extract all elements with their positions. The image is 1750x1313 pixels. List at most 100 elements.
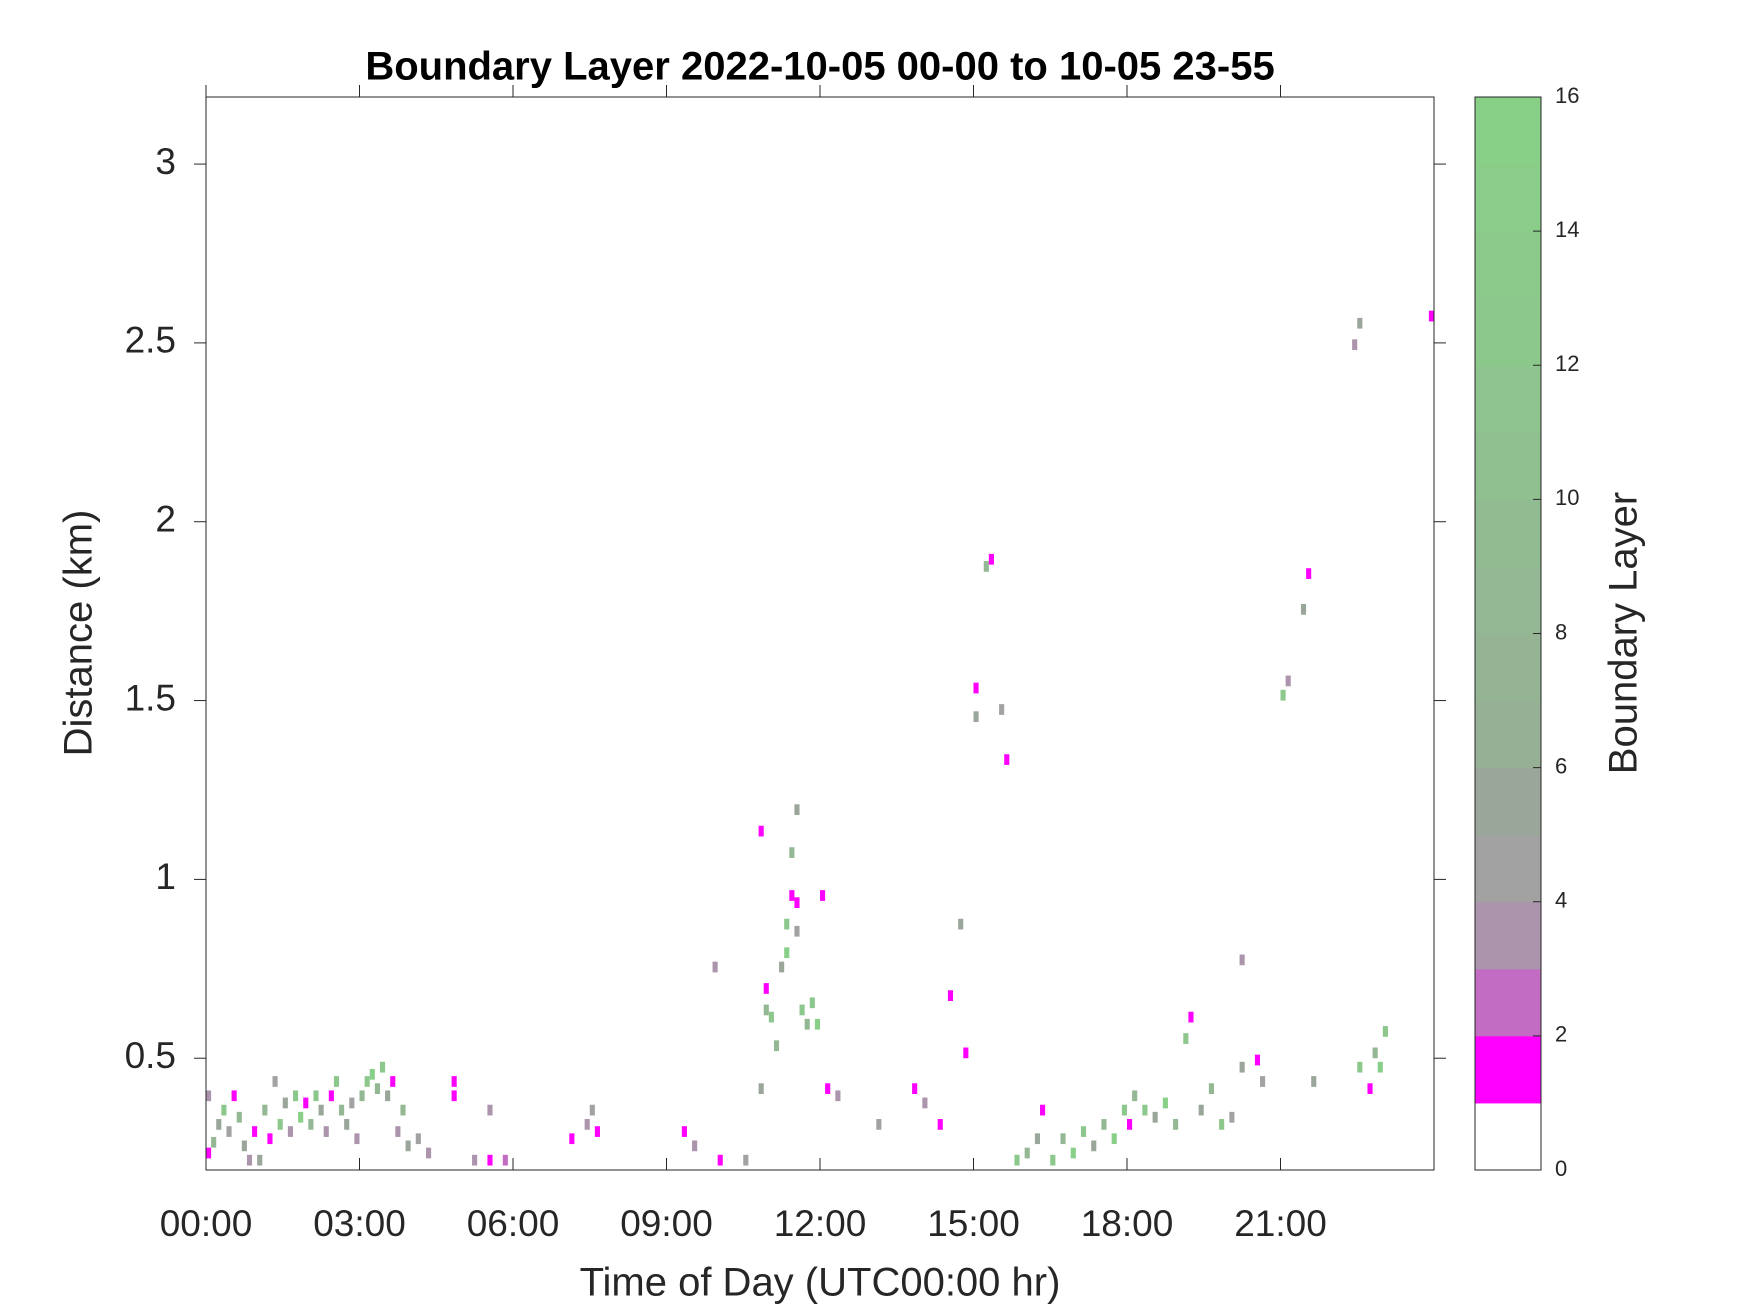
heatmap-cell: [773, 1040, 780, 1052]
chart-title: Boundary Layer 2022-10-05 00-00 to 10-05…: [365, 45, 1274, 89]
heatmap-cell: [1183, 1033, 1189, 1044]
colorbar-segment: [1475, 499, 1541, 567]
heatmap-cell: [231, 1090, 237, 1102]
heatmap-cell: [758, 825, 764, 837]
heatmap-cell: [395, 1126, 401, 1137]
colorbar-segment: [1475, 700, 1541, 769]
heatmap-cell: [313, 1090, 319, 1102]
colorbar-tick-label: 16: [1555, 83, 1579, 108]
heatmap-cell: [451, 1090, 457, 1102]
y-tick-label: 2: [155, 499, 176, 540]
heatmap-cell: [717, 1154, 723, 1166]
heatmap-cell: [349, 1097, 355, 1109]
heatmap-cell: [1162, 1097, 1168, 1109]
heatmap-cell: [287, 1126, 293, 1137]
heatmap-cell: [333, 1076, 340, 1087]
heatmap-cell: [983, 561, 989, 572]
heatmap-cell: [937, 1119, 943, 1130]
heatmap-cell: [344, 1119, 350, 1130]
x-tick-label: 15:00: [927, 1203, 1020, 1244]
colorbar-tick-label: 0: [1555, 1156, 1567, 1181]
heatmap-cell: [973, 711, 979, 723]
heatmap-cell: [1208, 1083, 1214, 1094]
heatmap-cell: [1070, 1147, 1076, 1159]
heatmap-cell: [221, 1104, 227, 1116]
colorbar-segment: [1475, 767, 1541, 836]
y-tick-label: 1: [155, 856, 176, 897]
heatmap-cell: [763, 983, 769, 994]
heatmap-cell: [835, 1090, 841, 1102]
heatmap-cell: [794, 925, 800, 937]
colorbar-tick-label: 14: [1555, 217, 1579, 242]
heatmap-cell: [262, 1104, 268, 1116]
colorbar-tick-label: 2: [1555, 1022, 1567, 1047]
heatmap-cell: [589, 1104, 595, 1116]
heatmap-cell: [211, 1136, 217, 1148]
heatmap-cell: [379, 1061, 386, 1073]
heatmap-cell: [825, 1083, 831, 1094]
heatmap-cell: [323, 1126, 329, 1137]
heatmap-cell: [405, 1140, 411, 1152]
y-axis-label: Distance (km): [57, 510, 101, 757]
heatmap-cell: [758, 1083, 764, 1094]
heatmap-cell: [1357, 317, 1363, 329]
heatmap-cell: [584, 1119, 590, 1130]
heatmap-cell: [1188, 1011, 1194, 1023]
heatmap-cell: [226, 1126, 232, 1137]
heatmap-cell: [328, 1090, 334, 1102]
heatmap-cell: [1014, 1154, 1020, 1166]
heatmap-cell: [1142, 1104, 1148, 1116]
y-tick-label: 2.5: [125, 320, 176, 361]
heatmap-cell: [1229, 1111, 1235, 1123]
heatmap-cell: [206, 1147, 212, 1159]
colorbar-label: Boundary Layer: [1602, 492, 1646, 774]
heatmap-cell: [820, 890, 826, 901]
heatmap-cell: [681, 1126, 687, 1137]
heatmap-cell: [374, 1083, 380, 1094]
heatmap-cell: [487, 1154, 493, 1166]
heatmap-cell: [999, 704, 1005, 715]
heatmap-cell: [451, 1076, 457, 1087]
heatmap-cell: [947, 990, 954, 1002]
heatmap-cell: [246, 1154, 253, 1166]
heatmap-cell: [988, 553, 994, 565]
colorbar-tick-label: 4: [1555, 888, 1567, 913]
heatmap-cell: [1004, 754, 1010, 765]
heatmap-cell: [354, 1133, 360, 1145]
colorbar-segment: [1475, 968, 1541, 1037]
heatmap-cell: [794, 804, 800, 816]
heatmap-cell: [385, 1090, 391, 1102]
heatmap-cell: [1254, 1054, 1261, 1066]
colorbar-tick-label: 10: [1555, 485, 1579, 510]
heatmap-cell: [1034, 1133, 1041, 1145]
colorbar-segment: [1475, 298, 1541, 366]
heatmap-cell: [784, 918, 790, 930]
heatmap-cell: [963, 1047, 969, 1059]
y-tick-label: 3: [155, 141, 176, 182]
heatmap-cell: [1311, 1076, 1317, 1087]
heatmap-cell: [1198, 1104, 1204, 1116]
colorbar-segment: [1475, 365, 1541, 433]
heatmap-cell: [1300, 603, 1307, 615]
heatmap-cell: [1132, 1090, 1138, 1102]
heatmap-cell: [958, 918, 964, 930]
x-tick-label: 09:00: [620, 1203, 713, 1244]
x-axis-label: Time of Day (UTC00:00 hr): [580, 1261, 1061, 1305]
heatmap-cell: [236, 1111, 242, 1123]
heatmap-cell: [1101, 1119, 1107, 1130]
heatmap-cell: [1352, 339, 1358, 351]
heatmap-cell: [426, 1147, 432, 1159]
heatmap-cell: [799, 1004, 805, 1016]
heatmap-cell: [415, 1133, 421, 1145]
heatmap-cell: [1121, 1104, 1127, 1116]
heatmap-cell: [1377, 1061, 1383, 1073]
heatmap-cell: [784, 947, 790, 959]
x-tick-label: 18:00: [1081, 1203, 1174, 1244]
heatmap-cell: [1260, 1076, 1266, 1087]
colorbar-tick-label: 8: [1555, 619, 1567, 644]
heatmap-cell: [1040, 1104, 1046, 1116]
heatmap-cell: [1382, 1026, 1388, 1037]
heatmap-cell: [814, 1018, 820, 1030]
heatmap-cell: [1173, 1119, 1179, 1130]
heatmap-cell: [400, 1104, 406, 1116]
